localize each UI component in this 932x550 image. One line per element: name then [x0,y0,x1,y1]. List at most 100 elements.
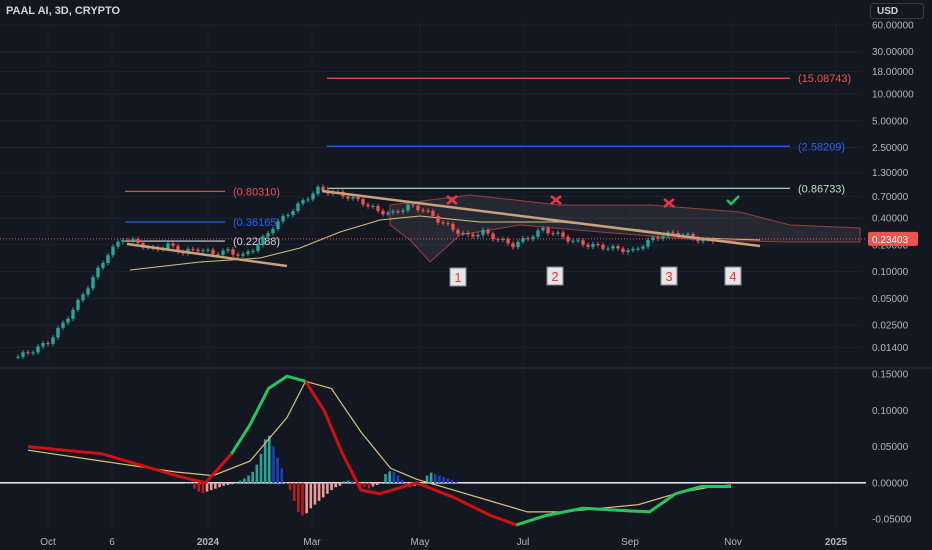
candle-body [116,241,120,247]
macd-histogram-bar [380,482,383,484]
time-tick-label: 2025 [825,537,848,548]
candle-body [576,240,580,242]
candle-body [516,241,520,248]
candle-body [206,249,210,251]
candle-body [376,206,380,211]
candle-body [701,239,705,242]
candle-body [591,244,595,247]
macd-histogram-bar [185,482,188,484]
candle-body [171,243,175,246]
macd-histogram-bar [259,453,263,483]
candle-body [41,343,45,347]
macd-histogram-bar [209,482,213,491]
candle-body [176,245,180,252]
macd-histogram-bar [280,468,284,483]
macd-histogram-bar [284,482,288,484]
macd-histogram-bar [197,482,201,492]
price-tick-label: 0.10000 [872,267,909,278]
candle-body [226,249,230,251]
candle-body [16,356,20,358]
candle-body [626,250,630,252]
macd-histogram-bar [214,482,217,489]
candle-body [476,234,480,237]
macd-histogram-bar [400,479,404,483]
price-tick-label: 30.00000 [872,47,914,58]
price-tick-label: 0.20000 [872,240,909,251]
macd-histogram-bar [193,482,196,489]
candle-body [596,244,600,246]
price-tick-label: 5.00000 [872,116,909,127]
macd-histogram-bar [446,478,450,483]
cross-mark-icon [550,195,562,205]
candle-body [86,288,90,295]
macd-histogram-bar [438,475,441,483]
candle-body [426,210,430,212]
time-tick-label: May [411,537,430,548]
candle-body [696,238,700,242]
wave-marker-label: 4 [729,269,736,284]
candle-body [261,236,265,246]
candle-body [21,352,25,357]
candle-body [301,200,305,204]
wave-marker-label: 3 [665,269,672,284]
price-tick-label: 60.00000 [872,21,914,32]
candle-body [256,245,260,251]
macd-histogram-bar [434,474,437,483]
candle-body [246,251,250,254]
candle-body [36,346,40,353]
macd-histogram-bar [367,482,371,489]
candle-body [316,186,320,194]
candle-body [111,246,115,256]
macd-histogram-bar [442,477,445,483]
fib-level-label: (0.22088) [233,236,280,248]
price-tick-label: 18.00000 [872,67,914,78]
time-tick-label: Jul [517,537,530,548]
candle-body [601,244,605,249]
candle-body [346,196,350,199]
candle-body [101,262,105,268]
candle-body [236,254,240,256]
candle-body [686,234,690,236]
candle-body [361,199,365,205]
price-tick-label: 0.40000 [872,214,909,225]
check-mark-icon [726,195,740,206]
candle-body [451,223,455,230]
macd-histogram-bar [234,482,238,484]
candle-body [106,255,110,263]
candle-body [91,277,95,289]
candle-body [311,193,315,200]
macd-histogram-bar [342,481,346,483]
fib-level-label: (15.08743) [798,73,851,85]
macd-histogram-bar [292,482,296,501]
time-tick-label: 6 [109,537,115,548]
time-tick-label: Mar [303,537,321,548]
candle-body [506,238,510,244]
macd-line-rising [230,374,306,455]
macd-histogram-bar [396,475,400,483]
last-price-badge [868,231,918,246]
macd-histogram-bar [230,482,234,485]
candle-body [251,250,255,252]
candle-body [381,210,385,215]
fib-level-label: (0.86733) [798,183,845,195]
currency-selector[interactable]: USD [870,3,924,19]
candle-body [646,239,650,247]
candle-body [391,211,395,213]
candle-body [241,253,245,256]
fib-level-label: (2.58209) [798,141,845,153]
cross-mark-icon [446,195,458,205]
candle-body [641,246,645,249]
macd-histogram-bar [251,471,254,483]
candle-body [401,210,405,212]
macd-tick-label: 0.05000 [872,442,909,453]
candle-body [81,294,85,301]
macd-histogram-bar [363,482,367,488]
price-tick-label: 0.05000 [872,294,909,305]
candle-body [586,244,590,247]
macd-histogram-bar [263,439,267,483]
candle-body [56,327,60,338]
candle-body [71,309,75,319]
macd-histogram-bar [238,480,242,483]
